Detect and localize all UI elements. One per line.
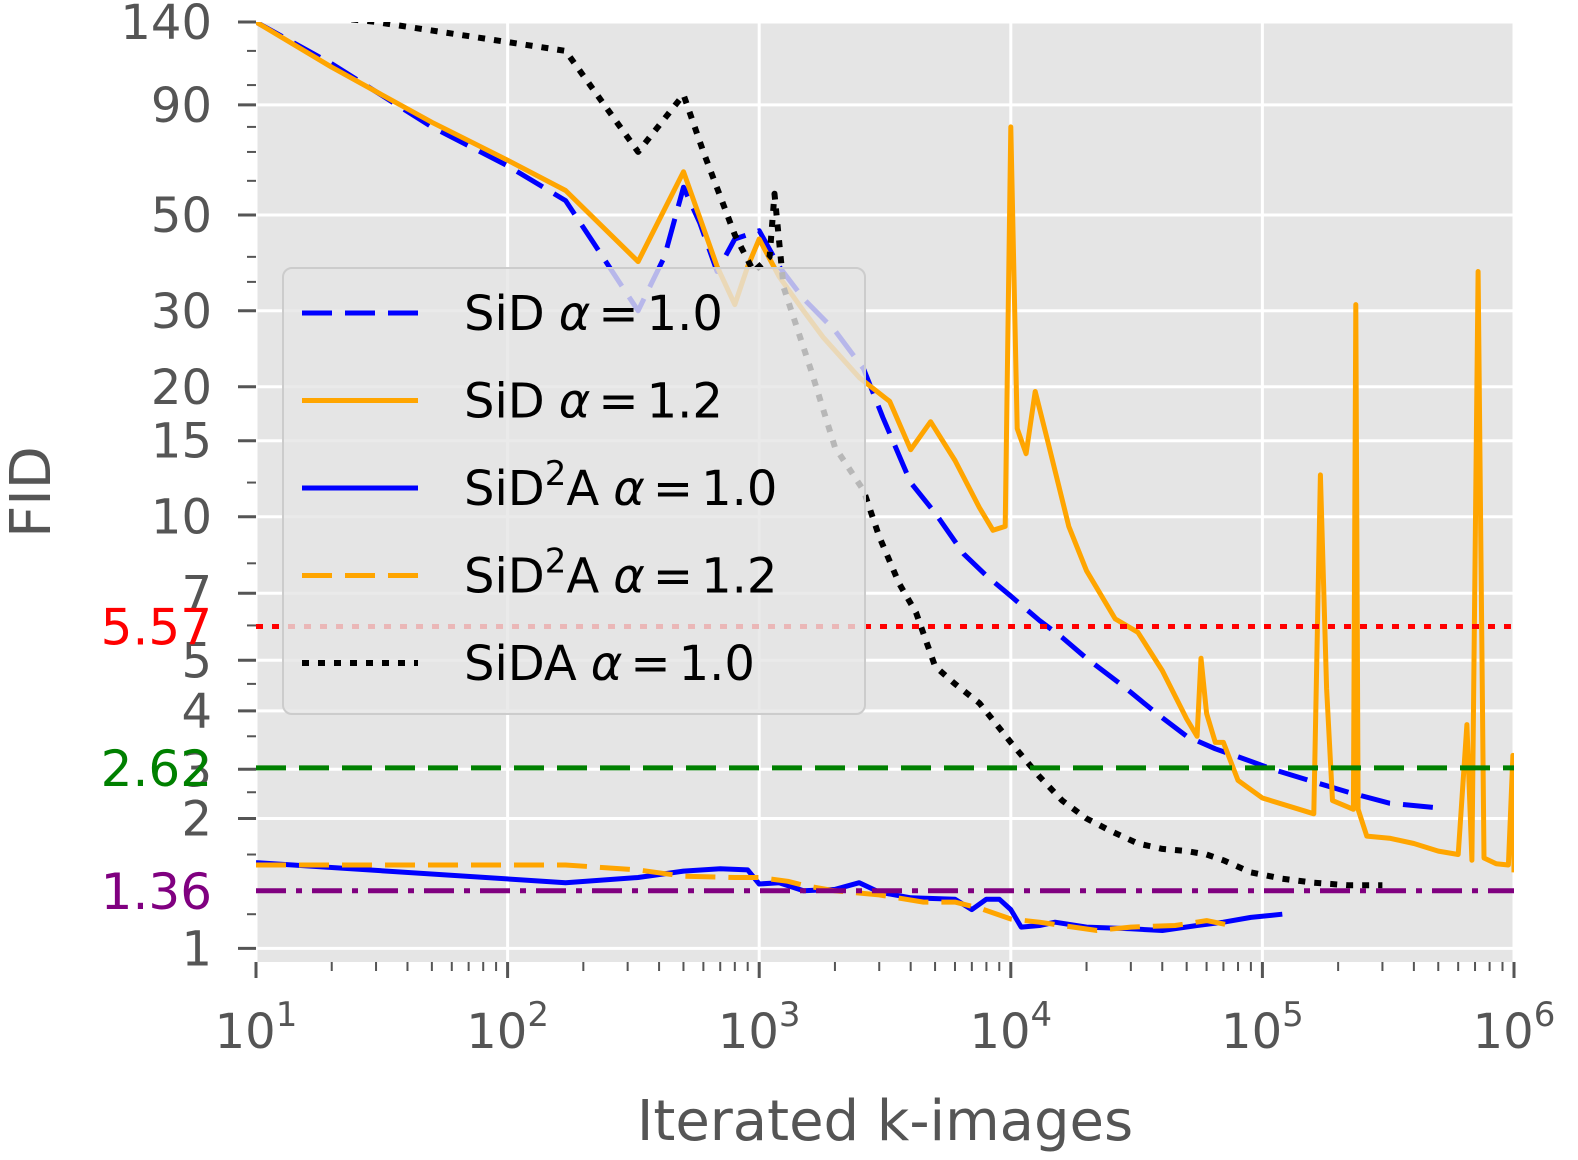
legend-series-name: SiD bbox=[464, 461, 545, 517]
x-tick-label: 102 bbox=[466, 995, 549, 1060]
x-tick-label: 105 bbox=[1221, 995, 1304, 1060]
legend-label: SiD α = 1.2 bbox=[464, 374, 723, 430]
series-group bbox=[256, 22, 1514, 933]
x-tick-exponent: 1 bbox=[276, 995, 298, 1035]
y-tick-label: 140 bbox=[120, 0, 212, 51]
x-tick-exponent: 3 bbox=[779, 995, 801, 1035]
x-axis-label: Iterated k-images bbox=[637, 1089, 1133, 1154]
legend-alpha-value: 1.0 bbox=[647, 286, 723, 342]
y-tick-label: 20 bbox=[151, 360, 212, 416]
legend-series-name-rest: A bbox=[566, 549, 599, 605]
grid bbox=[254, 20, 1516, 962]
y-tick-label: 15 bbox=[151, 414, 212, 470]
y-axis-label: FID bbox=[0, 446, 64, 538]
legend-equals: = bbox=[598, 286, 638, 342]
series-sid-1-2-line bbox=[256, 22, 1514, 873]
x-tick-label: 103 bbox=[718, 995, 801, 1060]
x-tick-label: 106 bbox=[1473, 995, 1556, 1060]
x-tick-base: 10 bbox=[1221, 1004, 1282, 1060]
legend-superscript: 2 bbox=[545, 542, 567, 582]
x-tick-exponent: 4 bbox=[1031, 995, 1053, 1035]
series-sida-1-0-line bbox=[347, 22, 1383, 889]
legend-box bbox=[282, 267, 866, 715]
y-tick-label: 5 bbox=[181, 633, 212, 689]
x-tick-base: 10 bbox=[718, 1004, 779, 1060]
legend-series-name: SiDA bbox=[464, 636, 577, 692]
y-tick-label: 3 bbox=[181, 742, 212, 798]
reference-label-1-36: 1.36 bbox=[101, 863, 212, 921]
y-tick-label: 4 bbox=[181, 684, 212, 740]
x-tick-base: 10 bbox=[1473, 1004, 1534, 1060]
y-tick-label: 30 bbox=[151, 284, 212, 340]
legend-alpha-symbol: α bbox=[613, 461, 645, 517]
legend-label: SiD2A α = 1.2 bbox=[464, 542, 777, 605]
x-tick-base: 10 bbox=[969, 1004, 1030, 1060]
y-tick-label: 10 bbox=[151, 490, 212, 546]
legend-label: SiDA α = 1.0 bbox=[464, 636, 755, 692]
x-tick-exponent: 6 bbox=[1534, 995, 1556, 1035]
x-tick-exponent: 5 bbox=[1282, 995, 1304, 1035]
legend-label: SiD α = 1.0 bbox=[464, 286, 723, 342]
legend-equals: = bbox=[653, 549, 693, 605]
legend-series-name-rest: A bbox=[566, 461, 599, 517]
legend-equals: = bbox=[630, 636, 670, 692]
legend-alpha-symbol: α bbox=[559, 374, 591, 430]
series-sid2a-1-2-line bbox=[256, 862, 1232, 933]
x-tick-base: 10 bbox=[215, 1004, 276, 1060]
y-tick-label: 90 bbox=[151, 78, 212, 134]
legend-alpha-value: 1.2 bbox=[701, 549, 777, 605]
legend-series-name: SiD bbox=[464, 549, 545, 605]
legend-series-name: SiD bbox=[464, 286, 545, 342]
y-tick-label: 50 bbox=[151, 188, 212, 244]
x-tick-base: 10 bbox=[466, 1004, 527, 1060]
x-axis-ticks: 101 102 103 104 105 106 bbox=[215, 962, 1556, 1060]
legend-label: SiD2A α = 1.0 bbox=[464, 454, 777, 517]
x-tick-label: 101 bbox=[215, 995, 298, 1060]
x-tick-label: 104 bbox=[969, 995, 1052, 1060]
legend-alpha-symbol: α bbox=[559, 286, 591, 342]
legend-alpha-value: 1.0 bbox=[701, 461, 777, 517]
reference-labels: 5.57 2.62 1.36 bbox=[101, 598, 212, 920]
reference-label-2-62: 2.62 bbox=[101, 740, 212, 798]
legend-superscript: 2 bbox=[545, 454, 567, 494]
y-tick-label: 1 bbox=[181, 921, 212, 977]
legend-alpha-value: 1.2 bbox=[647, 374, 723, 430]
legend-alpha-symbol: α bbox=[613, 549, 645, 605]
legend-equals: = bbox=[653, 461, 693, 517]
y-tick-label: 2 bbox=[181, 791, 212, 847]
reference-label-5-57: 5.57 bbox=[101, 598, 212, 656]
legend-equals: = bbox=[598, 374, 638, 430]
x-tick-exponent: 2 bbox=[527, 995, 549, 1035]
y-tick-label: 7 bbox=[181, 566, 212, 622]
legend-alpha-value: 1.0 bbox=[679, 636, 755, 692]
legend-series-name: SiD bbox=[464, 374, 545, 430]
legend-alpha-symbol: α bbox=[591, 636, 623, 692]
